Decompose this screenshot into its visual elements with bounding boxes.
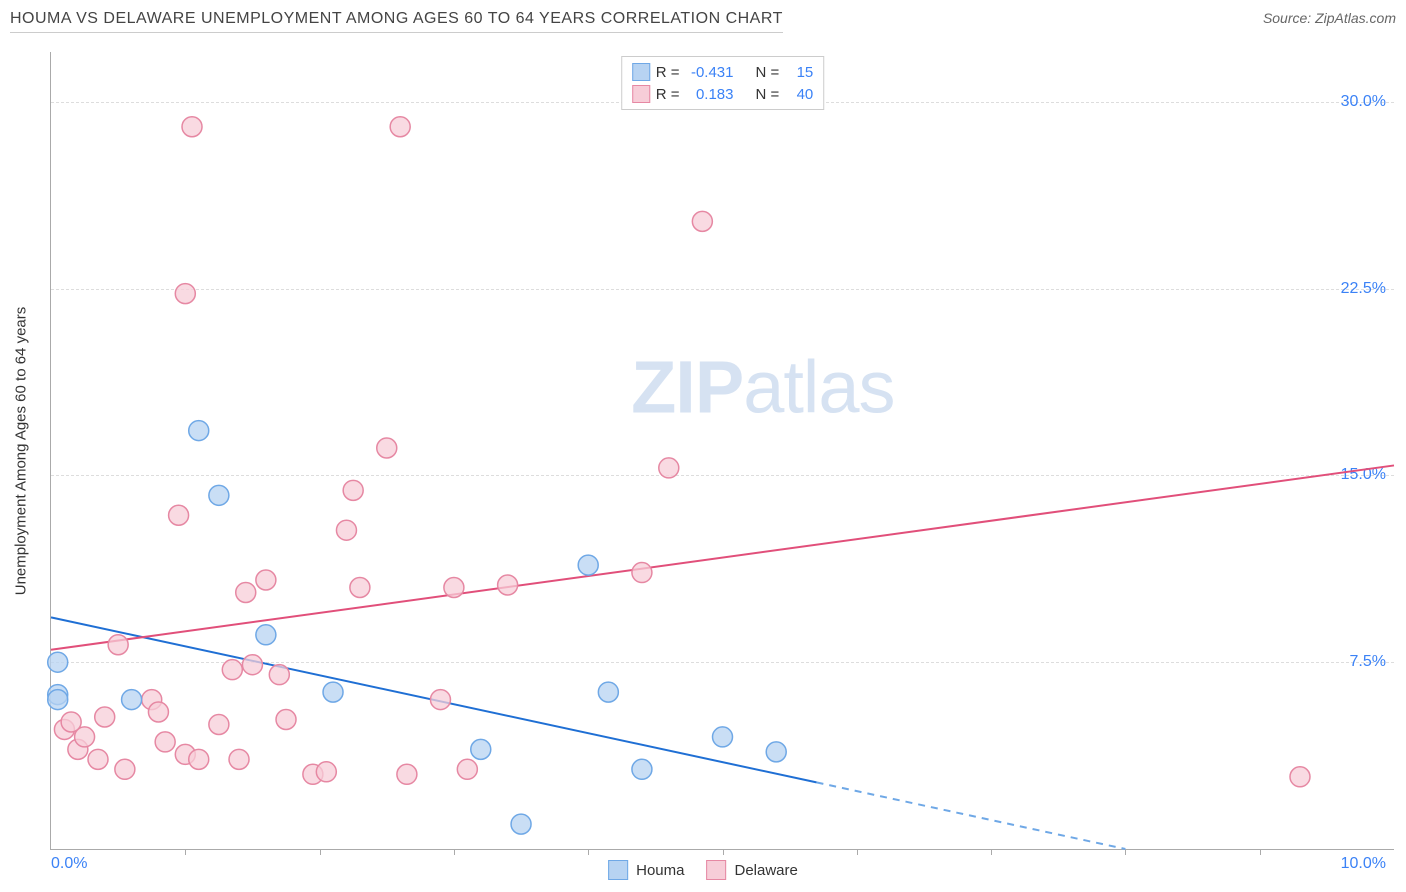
data-point bbox=[209, 714, 229, 734]
data-point bbox=[632, 563, 652, 583]
data-point bbox=[471, 739, 491, 759]
data-point bbox=[578, 555, 598, 575]
stats-row: R = 0.183 N = 40 bbox=[632, 83, 814, 105]
data-point bbox=[256, 625, 276, 645]
data-point bbox=[316, 762, 336, 782]
data-point bbox=[48, 652, 68, 672]
data-point bbox=[115, 759, 135, 779]
legend-bottom: Houma Delaware bbox=[608, 860, 798, 880]
source-citation: Source: ZipAtlas.com bbox=[1263, 10, 1396, 26]
data-point bbox=[511, 814, 531, 834]
legend-swatch bbox=[632, 85, 650, 103]
stats-n-value: 15 bbox=[785, 64, 813, 81]
data-point bbox=[397, 764, 417, 784]
data-point bbox=[390, 117, 410, 137]
data-point bbox=[229, 749, 249, 769]
scatter-svg bbox=[51, 52, 1394, 849]
stats-n-label: N = bbox=[756, 86, 780, 103]
x-tick bbox=[588, 849, 589, 855]
data-point bbox=[336, 520, 356, 540]
data-point bbox=[88, 749, 108, 769]
data-point bbox=[209, 485, 229, 505]
data-point bbox=[343, 480, 363, 500]
data-point bbox=[148, 702, 168, 722]
trend-line-dashed bbox=[817, 782, 1126, 849]
x-tick bbox=[1260, 849, 1261, 855]
data-point bbox=[169, 505, 189, 525]
x-axis-origin-label: 0.0% bbox=[51, 855, 87, 873]
data-point bbox=[766, 742, 786, 762]
x-axis-end-label: 10.0% bbox=[1341, 855, 1386, 873]
stats-n-value: 40 bbox=[785, 86, 813, 103]
data-point bbox=[222, 660, 242, 680]
legend-label: Delaware bbox=[734, 862, 797, 879]
legend-swatch bbox=[706, 860, 726, 880]
x-tick bbox=[991, 849, 992, 855]
chart-plot-area: ZIPatlas Unemployment Among Ages 60 to 6… bbox=[50, 52, 1394, 850]
stats-row: R = -0.431 N = 15 bbox=[632, 61, 814, 83]
x-tick bbox=[857, 849, 858, 855]
data-point bbox=[189, 749, 209, 769]
data-point bbox=[323, 682, 343, 702]
data-point bbox=[377, 438, 397, 458]
data-point bbox=[242, 655, 262, 675]
data-point bbox=[48, 690, 68, 710]
data-point bbox=[269, 665, 289, 685]
data-point bbox=[75, 727, 95, 747]
data-point bbox=[108, 635, 128, 655]
data-point bbox=[276, 709, 296, 729]
data-point bbox=[659, 458, 679, 478]
data-point bbox=[457, 759, 477, 779]
data-point bbox=[598, 682, 618, 702]
data-point bbox=[236, 582, 256, 602]
data-point bbox=[444, 577, 464, 597]
x-tick bbox=[185, 849, 186, 855]
data-point bbox=[1290, 767, 1310, 787]
data-point bbox=[122, 690, 142, 710]
data-point bbox=[498, 575, 518, 595]
x-tick bbox=[1125, 849, 1126, 855]
data-point bbox=[175, 284, 195, 304]
legend-item: Delaware bbox=[706, 860, 797, 880]
data-point bbox=[95, 707, 115, 727]
data-point bbox=[713, 727, 733, 747]
stats-r-label: R = bbox=[656, 86, 680, 103]
stats-n-label: N = bbox=[756, 64, 780, 81]
chart-title: HOUMA VS DELAWARE UNEMPLOYMENT AMONG AGE… bbox=[10, 10, 783, 33]
data-point bbox=[155, 732, 175, 752]
x-tick bbox=[723, 849, 724, 855]
legend-swatch bbox=[608, 860, 628, 880]
y-axis-label: Unemployment Among Ages 60 to 64 years bbox=[13, 306, 30, 595]
stats-r-value: -0.431 bbox=[686, 64, 734, 81]
data-point bbox=[692, 211, 712, 231]
x-tick bbox=[320, 849, 321, 855]
data-point bbox=[430, 690, 450, 710]
chart-header: HOUMA VS DELAWARE UNEMPLOYMENT AMONG AGE… bbox=[10, 10, 1396, 33]
trend-line bbox=[51, 465, 1394, 649]
data-point bbox=[182, 117, 202, 137]
x-tick bbox=[454, 849, 455, 855]
stats-r-label: R = bbox=[656, 64, 680, 81]
data-point bbox=[350, 577, 370, 597]
stats-r-value: 0.183 bbox=[686, 86, 734, 103]
data-point bbox=[189, 421, 209, 441]
data-point bbox=[256, 570, 276, 590]
stats-box: R = -0.431 N = 15 R = 0.183 N = 40 bbox=[621, 56, 825, 110]
legend-label: Houma bbox=[636, 862, 684, 879]
data-point bbox=[632, 759, 652, 779]
legend-swatch bbox=[632, 63, 650, 81]
legend-item: Houma bbox=[608, 860, 684, 880]
